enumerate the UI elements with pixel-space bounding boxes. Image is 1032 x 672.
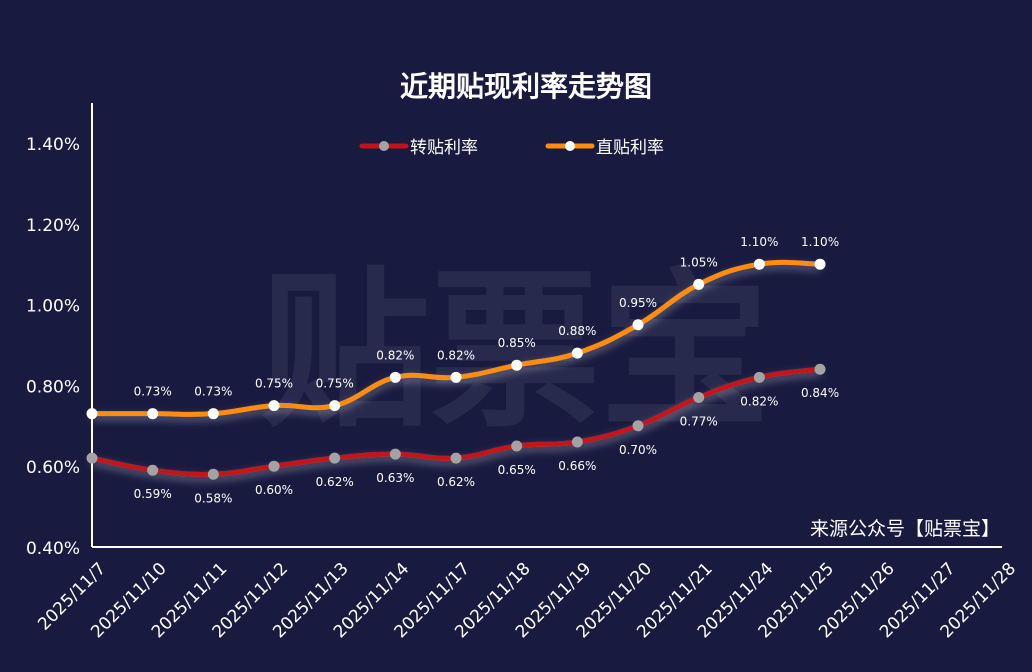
- legend-marker: [565, 141, 575, 151]
- data-label: 0.75%: [316, 377, 354, 391]
- data-label: 0.88%: [558, 324, 596, 338]
- data-point[interactable]: [86, 408, 98, 420]
- data-label: 0.82%: [376, 348, 414, 362]
- watermark: 贴票宝: [260, 253, 770, 451]
- data-label: 0.73%: [194, 385, 232, 399]
- legend-marker: [379, 141, 389, 151]
- y-tick-label: 0.80%: [26, 377, 80, 397]
- data-label: 1.10%: [740, 235, 778, 249]
- data-point[interactable]: [753, 258, 765, 270]
- chart-title: 近期贴现利率走势图: [400, 70, 652, 103]
- data-label: 0.82%: [740, 394, 778, 408]
- data-label: 0.95%: [619, 296, 657, 310]
- y-tick-label: 1.00%: [26, 297, 80, 317]
- data-label: 0.75%: [255, 377, 293, 391]
- data-label: 0.84%: [801, 386, 839, 400]
- data-label: 0.58%: [194, 491, 232, 505]
- source-note: 来源公众号【贴票宝】: [810, 518, 1000, 540]
- data-point[interactable]: [207, 408, 219, 420]
- data-point[interactable]: [632, 319, 644, 331]
- data-label: 0.62%: [316, 475, 354, 489]
- data-label: 0.60%: [255, 483, 293, 497]
- legend-item[interactable]: 转贴利率: [359, 138, 478, 158]
- data-point[interactable]: [571, 347, 583, 359]
- data-point[interactable]: [147, 464, 159, 476]
- data-label: 0.59%: [134, 487, 172, 501]
- data-point[interactable]: [814, 258, 826, 270]
- data-point[interactable]: [147, 408, 159, 420]
- data-point[interactable]: [389, 448, 401, 460]
- data-label: 0.62%: [437, 475, 475, 489]
- y-tick-label: 0.40%: [26, 539, 80, 559]
- data-point[interactable]: [207, 468, 219, 480]
- data-label: 0.73%: [134, 385, 172, 399]
- data-point[interactable]: [693, 278, 705, 290]
- data-point[interactable]: [329, 452, 341, 464]
- data-point[interactable]: [389, 371, 401, 383]
- data-label: 0.63%: [376, 471, 414, 485]
- legend-label: 直贴利率: [596, 138, 664, 158]
- data-point[interactable]: [268, 400, 280, 412]
- legend-item[interactable]: 直贴利率: [545, 138, 664, 158]
- data-label: 0.77%: [680, 415, 718, 429]
- data-point[interactable]: [511, 440, 523, 452]
- data-label: 0.70%: [619, 443, 657, 457]
- data-point[interactable]: [632, 420, 644, 432]
- data-point[interactable]: [814, 363, 826, 375]
- data-point[interactable]: [450, 452, 462, 464]
- data-point[interactable]: [511, 359, 523, 371]
- data-label: 0.85%: [498, 336, 536, 350]
- data-label: 1.05%: [680, 255, 718, 269]
- y-tick-label: 1.20%: [26, 216, 80, 236]
- data-point[interactable]: [450, 371, 462, 383]
- legend-label: 转贴利率: [410, 138, 478, 158]
- legend: 转贴利率 直贴利率: [359, 138, 664, 158]
- data-label: 0.66%: [558, 459, 596, 473]
- data-label: 1.10%: [801, 235, 839, 249]
- data-point[interactable]: [268, 460, 280, 472]
- data-point[interactable]: [86, 452, 98, 464]
- data-label: 0.65%: [498, 463, 536, 477]
- data-label: 0.82%: [437, 348, 475, 362]
- data-point[interactable]: [693, 392, 705, 404]
- data-point[interactable]: [329, 400, 341, 412]
- data-point[interactable]: [753, 371, 765, 383]
- data-point[interactable]: [571, 436, 583, 448]
- y-tick-label: 1.40%: [26, 135, 80, 155]
- y-tick-label: 0.60%: [26, 458, 80, 478]
